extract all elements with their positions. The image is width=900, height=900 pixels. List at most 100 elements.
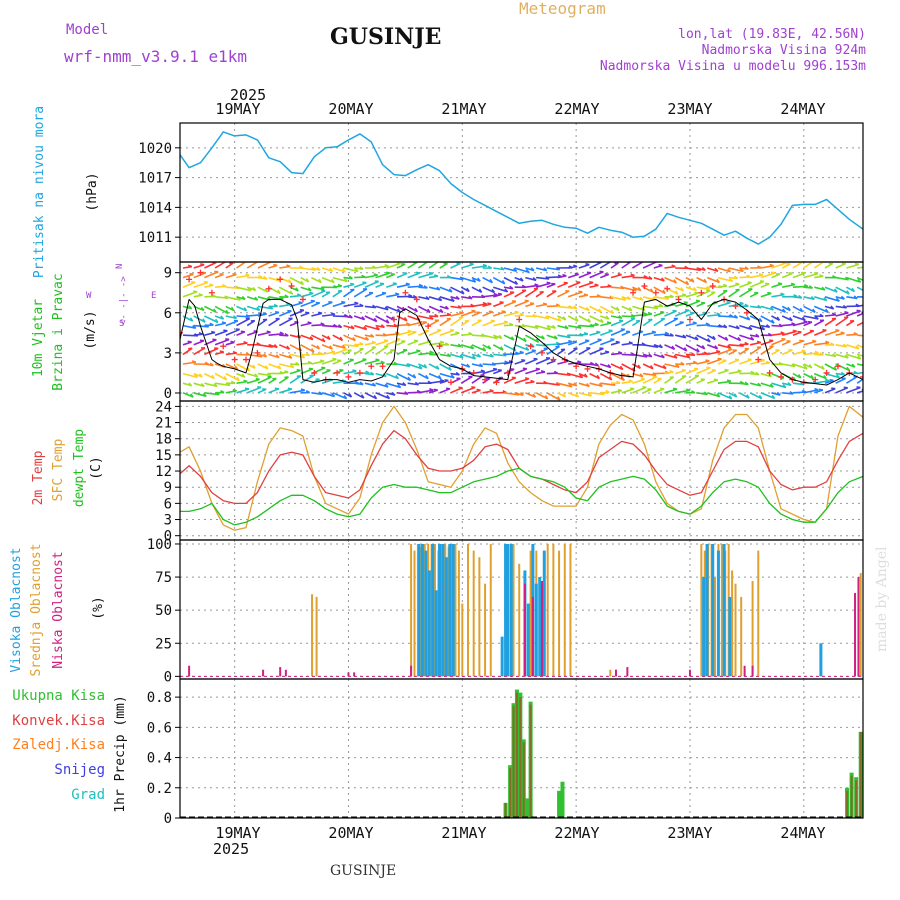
wind-arrow-head [461, 290, 465, 295]
wind-arrow-head [348, 393, 353, 398]
cloud-low-bar [284, 669, 287, 677]
cloud-low-bar [688, 669, 691, 677]
date-label-top: 21MAY [441, 100, 486, 118]
y-tick-label: 3 [164, 346, 172, 362]
wind-arrow [856, 371, 863, 375]
wind-arrow [246, 372, 258, 378]
wind-arrow [225, 328, 240, 336]
wind-arrow-head [290, 364, 295, 369]
cloud-mid-bar [563, 543, 566, 677]
wind-arrow-head [263, 275, 268, 280]
wind-arrow-head [801, 316, 806, 321]
wind-arrow [482, 320, 496, 327]
cloud-unit-label: (%) [91, 596, 106, 619]
wind-arrow-head [714, 345, 719, 350]
wind-arrow [525, 324, 539, 329]
wind-arrow-head [331, 312, 336, 316]
wind-arrow-head [331, 393, 336, 397]
wind-arrow-head [739, 301, 744, 305]
wind-arrow [749, 359, 765, 365]
wind-arrow [792, 340, 804, 346]
wind-arrow [717, 380, 731, 384]
panel-content [180, 405, 863, 531]
wind-arrow [460, 375, 473, 384]
wind-arrow-head [615, 340, 620, 344]
wind-gust-marker [778, 373, 785, 380]
wind-arrow [493, 321, 509, 327]
wind-arrow-head [825, 378, 830, 382]
wind-arrow-head [427, 308, 431, 313]
wind-arrow [781, 330, 797, 336]
y-tick-label: 6 [164, 306, 172, 322]
wind-arrow-head [493, 292, 498, 296]
wind-arrow-head [439, 378, 445, 382]
wind-arrow [610, 273, 622, 279]
panel-frame [179, 678, 864, 819]
cloud-high-bar [702, 577, 706, 677]
wind-arrow-head [598, 382, 603, 387]
wind-arrow [578, 382, 590, 388]
wind-arrow [610, 319, 624, 327]
cloud-mid-bar [714, 577, 717, 677]
wind-arrow-head [190, 393, 194, 398]
wind-arrow [364, 305, 376, 309]
wind-arrow-head [607, 364, 612, 369]
wind-arrow [268, 333, 284, 336]
y-tick-label: 21 [155, 416, 172, 432]
wind-arrow-head [469, 262, 474, 266]
wind-arrow-head [782, 384, 787, 389]
wind-arrow [675, 334, 687, 339]
wind-arrow-head [189, 317, 194, 322]
wind-arrow-head [348, 275, 353, 280]
wind-arrow [835, 344, 847, 348]
wind-arrow-head [844, 311, 849, 314]
wind-arrow-head [343, 395, 348, 400]
cloud-mid-bar [472, 550, 475, 677]
wind-arrow-head [691, 352, 696, 356]
wind-arrow [471, 344, 486, 352]
wind-arrow-head [812, 308, 816, 313]
wind-arrow [450, 387, 463, 394]
wind-arrow-head [660, 277, 665, 282]
wind-arrow-head [619, 365, 624, 370]
wind-arrow-head [392, 282, 397, 285]
wind-arrow-head [525, 346, 530, 351]
wind-arrow [428, 262, 440, 269]
wind-arrow [675, 353, 691, 359]
cloud-low-bar [751, 665, 754, 677]
wind-arrow [407, 382, 419, 386]
wind-arrow [749, 280, 765, 288]
wind-arrow-head [531, 349, 536, 352]
wind-arrow-head [583, 293, 589, 296]
wind-arrow-head [530, 379, 535, 383]
wind-arrow-head [489, 353, 494, 358]
wind-arrow-head [853, 332, 858, 336]
wind-arrow-head [384, 263, 389, 267]
wind-arrow-head [562, 273, 567, 277]
wind-arrow-head [626, 295, 631, 300]
wind-arrow-head [778, 361, 783, 366]
wind-arrow-head [232, 272, 237, 276]
wind-arrow-head [797, 374, 802, 379]
wind-arrow [214, 305, 229, 315]
wind-arrow-head [519, 350, 524, 354]
wind-arrow [492, 344, 504, 351]
wind-arrow-head [429, 350, 434, 354]
wind-arrow-head [534, 324, 539, 329]
wind-arrow [589, 271, 604, 279]
wind-arrow-head [771, 394, 776, 399]
wind-arrow [236, 305, 247, 312]
cloud-mid-bar [461, 603, 464, 677]
wind-arrow-head [514, 280, 519, 285]
wind-arrow-head [476, 388, 481, 392]
wind-arrow-head [372, 304, 377, 309]
bottom-date-labels: 19MAY 20MAY 21MAY 22MAY 23MAY 24MAY [215, 824, 825, 842]
wind-arrow-head [264, 365, 269, 370]
wind-arrow [685, 374, 700, 384]
wind-arrow [279, 303, 291, 308]
wind-arrow-head [404, 391, 409, 395]
wind-arrow-head [840, 295, 845, 300]
wind-arrow [696, 334, 711, 343]
wind-arrow [354, 276, 366, 279]
wind-arrow-head [747, 281, 752, 284]
